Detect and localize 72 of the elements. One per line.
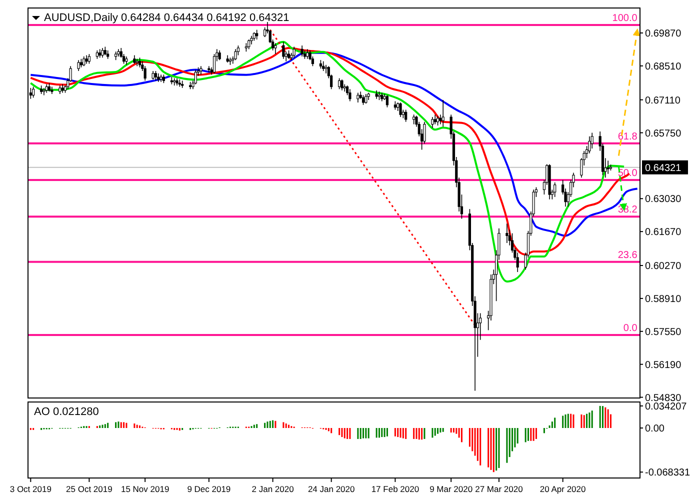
candlestick xyxy=(506,223,508,244)
x-tick-label: 3 Oct 2019 xyxy=(10,484,52,494)
x-tick-label: 2 Jan 2020 xyxy=(252,484,294,494)
candlestick xyxy=(412,114,416,125)
x-tick-label: 27 Mar 2020 xyxy=(475,484,524,494)
chart-title: AO 0.021280 xyxy=(34,406,99,418)
candlestick xyxy=(292,46,296,58)
y-tick-label: 0.56190 xyxy=(645,360,682,371)
candlestick xyxy=(431,116,434,128)
x-tick-label: 9 Mar 2020 xyxy=(430,484,473,494)
candlestick xyxy=(322,60,325,72)
annotation: 61.8 xyxy=(618,131,638,142)
y-tick-label: 0.65750 xyxy=(645,128,682,140)
candlestick xyxy=(386,94,389,108)
candlestick xyxy=(144,66,146,82)
y-tick-label: 0.034207 xyxy=(645,401,688,412)
candlestick xyxy=(32,86,35,98)
candlestick xyxy=(256,29,258,40)
candlestick xyxy=(282,42,285,60)
candlestick xyxy=(362,94,365,106)
candlestick xyxy=(606,160,610,174)
candlestick xyxy=(348,88,352,102)
y-tick-label: 0.63030 xyxy=(645,194,682,206)
x-tick-label: 25 Oct 2019 xyxy=(66,484,113,494)
candlestick xyxy=(248,39,250,50)
y-tick-label: 0.61670 xyxy=(645,227,682,238)
annotation: 0.0 xyxy=(623,323,638,334)
y-tick-label: 0.60270 xyxy=(645,260,682,272)
candlestick xyxy=(236,45,240,56)
y-tick-label: 0.69870 xyxy=(645,28,682,40)
candlestick xyxy=(82,56,86,67)
candlestick xyxy=(588,136,591,154)
candlestick xyxy=(356,92,360,103)
annotation: 100.0 xyxy=(612,12,638,24)
candlestick xyxy=(274,42,277,54)
candlestick xyxy=(234,48,237,60)
candlestick xyxy=(88,54,90,64)
candlestick xyxy=(194,69,197,85)
chart-title: AUDUSD,Daily 0.64284 0.64434 0.64192 0.64321 xyxy=(44,12,290,24)
candlestick xyxy=(436,115,440,126)
candlestick xyxy=(442,100,444,128)
candlestick xyxy=(77,60,80,72)
candlestick xyxy=(404,109,408,122)
x-tick-label: 24 Jan 2020 xyxy=(308,484,356,494)
candlestick xyxy=(516,252,519,272)
x-tick-label: 9 Dec 2019 xyxy=(187,484,231,494)
candlestick xyxy=(218,50,221,60)
annotation: 23.6 xyxy=(618,250,638,261)
y-tick-label: 0.68510 xyxy=(645,61,682,72)
ref-line-label: 0.64321 xyxy=(645,162,682,174)
y-tick-label: 0.58910 xyxy=(645,294,682,305)
x-tick-label: 20 Apr 2020 xyxy=(540,484,586,494)
x-tick-label: 15 Nov 2019 xyxy=(120,484,170,494)
candlestick xyxy=(154,70,158,82)
y-tick-label: 0.57550 xyxy=(645,326,682,338)
candlestick xyxy=(338,78,341,90)
candlestick xyxy=(101,48,104,58)
y-tick-label: 0.54830 xyxy=(645,392,682,404)
y-tick-label: 0.00 xyxy=(645,424,665,434)
candlestick xyxy=(50,86,54,94)
x-tick-label: 17 Feb 2020 xyxy=(371,484,420,494)
y-tick-label: -0.068331 xyxy=(645,468,690,479)
candlestick xyxy=(306,48,309,60)
candlestick xyxy=(399,102,402,118)
candlestick xyxy=(554,182,556,198)
candlestick xyxy=(138,57,142,68)
candlestick xyxy=(364,94,368,104)
candlestick xyxy=(300,45,304,57)
candlestick xyxy=(434,114,436,125)
candlestick xyxy=(324,64,328,74)
candlestick xyxy=(340,79,344,91)
y-tick-label: 0.67110 xyxy=(645,95,681,106)
